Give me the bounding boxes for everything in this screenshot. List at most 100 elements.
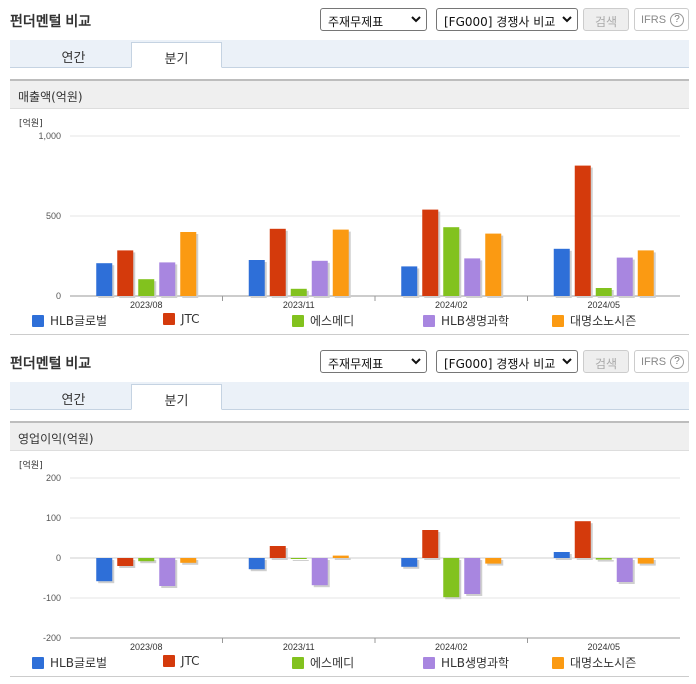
statement-select-value: 주재무제표 bbox=[328, 15, 384, 29]
tab-annual[interactable]: 연간 bbox=[61, 393, 86, 408]
chevron-down-icon bbox=[562, 16, 572, 23]
chevron-down-icon bbox=[562, 358, 572, 365]
legend-item[interactable]: HLB글로벌 bbox=[32, 312, 107, 329]
bar bbox=[248, 558, 265, 570]
legend-label: JTC bbox=[181, 312, 200, 326]
legend-swatch bbox=[423, 315, 435, 327]
divider bbox=[10, 676, 689, 677]
peer-select[interactable]: [FG000] 경쟁사 비교 bbox=[436, 350, 578, 373]
divider bbox=[10, 334, 689, 335]
bar bbox=[443, 227, 460, 296]
operating-profit-bar-chart: [억원] -200 -100 0 100 200 2023/08 2023/11 2024/02… bbox=[19, 459, 680, 652]
help-icon[interactable]: ? bbox=[670, 355, 684, 369]
y-tick-label: 500 bbox=[46, 211, 61, 221]
legend-swatch bbox=[552, 315, 564, 327]
bar bbox=[553, 248, 570, 296]
panel-header: 펀더멘털 비교 주재무제표 [FG000] 경쟁사 비교 검색 IFRS ? bbox=[0, 0, 696, 36]
unit-label: [억원] bbox=[19, 117, 43, 129]
peer-select-value: [FG000] 경쟁사 비교 bbox=[444, 357, 556, 371]
bar bbox=[96, 263, 113, 296]
panel-header: 펀더멘털 비교 주재무제표 [FG000] 경쟁사 비교 검색 IFRS ? bbox=[0, 342, 696, 378]
period-tabs: 연간 분기 bbox=[10, 40, 689, 68]
y-tick-label: -200 bbox=[43, 633, 61, 643]
bar bbox=[138, 558, 155, 562]
bar-shadow bbox=[334, 557, 351, 560]
bar bbox=[180, 232, 197, 296]
peer-select[interactable]: [FG000] 경쟁사 비교 bbox=[436, 8, 578, 31]
legend-swatch bbox=[292, 315, 304, 327]
bar bbox=[117, 250, 134, 296]
legend-label: HLB글로벌 bbox=[50, 314, 108, 328]
bar-shadow bbox=[292, 560, 309, 561]
bar bbox=[401, 266, 418, 296]
bar bbox=[485, 558, 502, 564]
legend-swatch bbox=[552, 657, 564, 669]
help-icon[interactable]: ? bbox=[670, 13, 684, 27]
bar bbox=[464, 558, 481, 594]
bar bbox=[332, 229, 349, 296]
legend-swatch bbox=[32, 657, 44, 669]
legend-label: HLB글로벌 bbox=[50, 656, 108, 670]
bar bbox=[401, 558, 418, 567]
bar bbox=[464, 258, 481, 296]
tab-quarterly[interactable]: 분기 bbox=[131, 42, 222, 68]
chart-legend: HLB글로벌 JTC 에스메디 HLB생명과학 대명소노시즌 bbox=[10, 654, 689, 674]
legend-label: JTC bbox=[181, 654, 200, 668]
legend-label: HLB생명과학 bbox=[441, 314, 510, 328]
bar bbox=[290, 558, 307, 559]
x-tick-label: 2024/05 bbox=[587, 300, 620, 310]
panel-title: 펀더멘털 비교 bbox=[10, 355, 92, 371]
ifrs-label: IFRS bbox=[641, 14, 667, 26]
legend-item[interactable]: 에스메디 bbox=[292, 654, 354, 671]
bar bbox=[248, 260, 265, 296]
search-button[interactable]: 검색 bbox=[583, 8, 629, 31]
legend-item[interactable]: JTC bbox=[163, 654, 200, 668]
bar bbox=[574, 521, 591, 558]
bar-shadow bbox=[597, 560, 614, 562]
bar-shadow bbox=[140, 560, 157, 564]
search-button[interactable]: 검색 bbox=[583, 350, 629, 373]
panel-title: 펀더멘털 비교 bbox=[10, 13, 92, 29]
legend-item[interactable]: HLB생명과학 bbox=[423, 654, 509, 671]
legend-item[interactable]: 에스메디 bbox=[292, 312, 354, 329]
legend-item[interactable]: HLB생명과학 bbox=[423, 312, 509, 329]
statement-select[interactable]: 주재무제표 bbox=[320, 8, 427, 31]
x-tick-label: 2023/08 bbox=[130, 300, 163, 310]
statement-select-value: 주재무제표 bbox=[328, 357, 384, 371]
section-label: 영업이익(억원) bbox=[18, 432, 94, 446]
tab-quarterly[interactable]: 분기 bbox=[131, 384, 222, 410]
legend-item[interactable]: 대명소노시즌 bbox=[552, 312, 636, 329]
legend-item[interactable]: 대명소노시즌 bbox=[552, 654, 636, 671]
bar bbox=[616, 558, 633, 582]
section-header: 영업이익(억원) bbox=[10, 421, 689, 451]
legend-item[interactable]: HLB글로벌 bbox=[32, 654, 107, 671]
tab-annual[interactable]: 연간 bbox=[61, 51, 86, 66]
y-tick-label: -100 bbox=[43, 593, 61, 603]
section-label: 매출액(억원) bbox=[18, 90, 83, 104]
y-tick-label: 1,000 bbox=[38, 131, 61, 141]
statement-select[interactable]: 주재무제표 bbox=[320, 350, 427, 373]
peer-select-value: [FG000] 경쟁사 비교 bbox=[444, 15, 556, 29]
ifrs-button[interactable]: IFRS ? bbox=[634, 8, 689, 31]
bar bbox=[595, 558, 612, 560]
bar bbox=[180, 558, 197, 563]
legend-swatch bbox=[423, 657, 435, 669]
legend-label: HLB생명과학 bbox=[441, 656, 510, 670]
x-tick-label: 2024/05 bbox=[587, 642, 620, 652]
bar bbox=[332, 555, 349, 558]
ifrs-button[interactable]: IFRS ? bbox=[634, 350, 689, 373]
ifrs-label: IFRS bbox=[641, 356, 667, 368]
legend-swatch bbox=[292, 657, 304, 669]
legend-swatch bbox=[163, 313, 175, 325]
bar bbox=[422, 209, 439, 296]
legend-item[interactable]: JTC bbox=[163, 312, 200, 326]
legend-label: 대명소노시즌 bbox=[570, 656, 637, 670]
bar bbox=[269, 228, 286, 296]
bar bbox=[159, 262, 176, 296]
y-tick-label: 100 bbox=[46, 513, 61, 523]
bar bbox=[290, 288, 307, 296]
chevron-down-icon bbox=[411, 358, 421, 365]
period-tabs: 연간 분기 bbox=[10, 382, 689, 410]
legend-label: 에스메디 bbox=[310, 314, 355, 328]
bar bbox=[485, 233, 502, 296]
